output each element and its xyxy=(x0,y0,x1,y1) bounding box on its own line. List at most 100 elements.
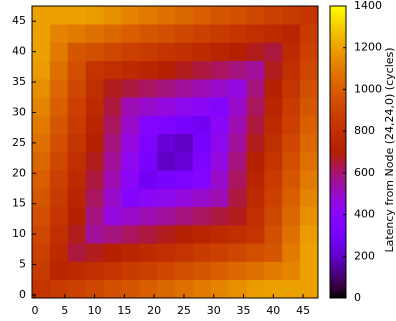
heatmap-cell xyxy=(300,188,319,208)
heatmap-cell xyxy=(49,243,69,262)
heatmap-cell xyxy=(264,24,283,43)
heatmap-cell xyxy=(175,152,194,171)
heatmap-cell xyxy=(157,133,176,153)
x-tick-label: 25 xyxy=(177,304,191,317)
heatmap-cell xyxy=(228,42,247,62)
heatmap-cell xyxy=(32,243,51,262)
heatmap-cell xyxy=(67,24,86,43)
heatmap-cell xyxy=(85,6,104,25)
heatmap-cell xyxy=(175,97,194,116)
heatmap-cell xyxy=(121,115,140,135)
colorbar-tick-label: 600 xyxy=(354,166,375,179)
heatmap-cell xyxy=(32,133,51,153)
heatmap-cell xyxy=(192,133,212,153)
heatmap-cell xyxy=(228,24,247,43)
heatmap-cell xyxy=(157,115,176,135)
heatmap-cell xyxy=(282,42,301,62)
heatmap-cell xyxy=(32,42,51,62)
heatmap-cell xyxy=(67,243,86,262)
heatmap-cell xyxy=(192,279,212,299)
heatmap-cell xyxy=(246,261,265,281)
heatmap-cell xyxy=(32,225,51,244)
heatmap-cell xyxy=(139,225,158,244)
heatmap-cell xyxy=(139,188,158,208)
heatmap-cell xyxy=(67,279,86,299)
heatmap-cell xyxy=(246,24,265,43)
y-tick-label: 15 xyxy=(12,197,26,210)
heatmap-cell xyxy=(228,279,247,299)
heatmap-cell xyxy=(246,97,265,116)
heatmap-cell xyxy=(282,79,301,98)
heatmap-cell xyxy=(157,243,176,262)
heatmap-cell xyxy=(264,79,283,98)
heatmap-cell xyxy=(300,60,319,80)
heatmap-cell xyxy=(300,261,319,281)
colorbar-tick-label: 800 xyxy=(354,124,375,137)
heatmap-cell xyxy=(282,152,301,171)
heatmap-cell xyxy=(192,206,212,226)
heatmap-cell xyxy=(264,206,283,226)
heatmap-cell xyxy=(228,115,247,135)
y-tick-label: 20 xyxy=(12,166,26,179)
heatmap-cell xyxy=(228,152,247,171)
heatmap-cell xyxy=(175,170,194,189)
heatmap-cell xyxy=(210,188,229,208)
heatmap-cell xyxy=(282,170,301,189)
heatmap-cell xyxy=(67,188,86,208)
heatmap-cell xyxy=(210,24,229,43)
heatmap-cell xyxy=(103,133,122,153)
heatmap-cell xyxy=(264,133,283,153)
heatmap-cell xyxy=(103,6,122,25)
heatmap-cell xyxy=(282,6,301,25)
heatmap-cell xyxy=(192,170,212,189)
heatmap-cell xyxy=(282,133,301,153)
heatmap-cell xyxy=(49,115,69,135)
heatmap-cell xyxy=(32,152,51,171)
heatmap-cell xyxy=(175,188,194,208)
y-tick-label: 0 xyxy=(19,288,26,301)
heatmap-cell xyxy=(282,97,301,116)
colorbar xyxy=(329,5,347,299)
heatmap-cell xyxy=(228,60,247,80)
heatmap-cell xyxy=(192,42,212,62)
heatmap-cell xyxy=(121,6,140,25)
heatmap-cell xyxy=(49,261,69,281)
x-tick-label: 40 xyxy=(266,304,280,317)
heatmap-cell xyxy=(175,60,194,80)
heatmap-cell xyxy=(282,188,301,208)
heatmap-cell xyxy=(300,42,319,62)
heatmap-cell xyxy=(139,206,158,226)
heatmap-cell xyxy=(49,152,69,171)
heatmap-cell xyxy=(139,6,158,25)
heatmap xyxy=(32,6,319,299)
heatmap-cell xyxy=(228,97,247,116)
heatmap-cell xyxy=(246,60,265,80)
heatmap-cell xyxy=(85,279,104,299)
heatmap-cell xyxy=(103,152,122,171)
heatmap-cell xyxy=(300,24,319,43)
heatmap-cell xyxy=(210,225,229,244)
heatmap-cell xyxy=(157,97,176,116)
heatmap-cell xyxy=(175,206,194,226)
heatmap-cell xyxy=(192,24,212,43)
y-tick-label: 10 xyxy=(12,227,26,240)
colorbar-tick-label: 1200 xyxy=(354,41,382,54)
heatmap-cell xyxy=(139,97,158,116)
heatmap-cell xyxy=(49,6,69,25)
heatmap-cell xyxy=(32,6,51,25)
heatmap-cell xyxy=(264,152,283,171)
heatmap-cell xyxy=(49,79,69,98)
heatmap-cell xyxy=(228,243,247,262)
heatmap-cell xyxy=(139,261,158,281)
heatmap-cell xyxy=(228,206,247,226)
heatmap-cell xyxy=(300,6,319,25)
heatmap-cell xyxy=(282,261,301,281)
heatmap-cell xyxy=(210,243,229,262)
heatmap-cell xyxy=(246,6,265,25)
heatmap-cell xyxy=(67,170,86,189)
x-tick-label: 20 xyxy=(147,304,161,317)
heatmap-cell xyxy=(210,42,229,62)
y-tick-label: 40 xyxy=(12,45,26,58)
heatmap-cell xyxy=(139,42,158,62)
heatmap-cell xyxy=(49,188,69,208)
